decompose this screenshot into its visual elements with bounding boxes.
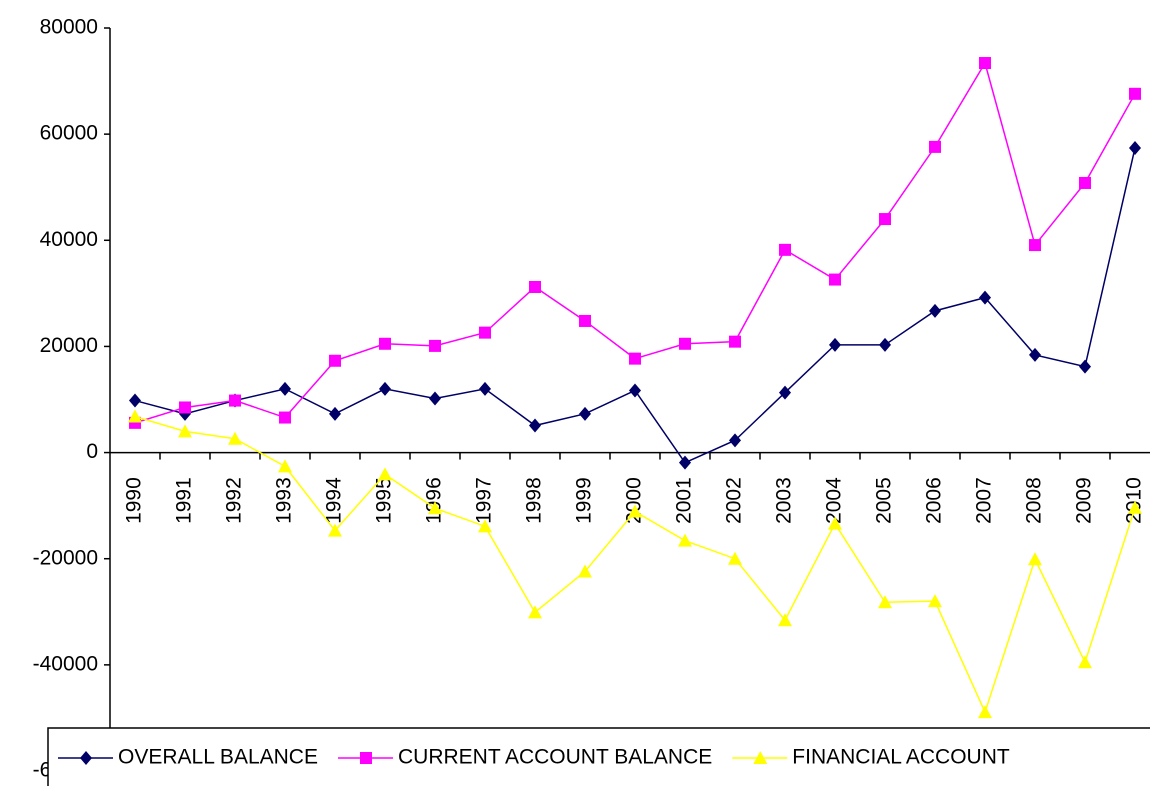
point xyxy=(278,459,292,473)
point xyxy=(779,385,791,400)
point xyxy=(979,290,991,305)
point xyxy=(828,516,842,530)
x-tick-label: 2009 xyxy=(1073,477,1096,524)
point xyxy=(1028,552,1042,566)
point xyxy=(529,418,541,433)
point xyxy=(679,337,691,350)
x-tick-label: 1996 xyxy=(423,477,446,524)
x-tick-label: 2005 xyxy=(873,477,896,524)
point xyxy=(579,406,591,421)
point xyxy=(829,273,841,286)
x-tick-label: 2004 xyxy=(823,477,846,524)
point xyxy=(429,339,441,352)
y-tick-label: 80000 xyxy=(40,16,98,39)
point xyxy=(129,393,141,408)
y-tick-label: -40000 xyxy=(33,652,98,675)
x-tick-label: 1995 xyxy=(373,477,396,524)
point xyxy=(679,455,691,470)
point xyxy=(329,354,341,367)
point xyxy=(879,337,891,352)
point xyxy=(1029,239,1041,252)
x-tick-label: 2001 xyxy=(673,477,696,524)
x-tick-label: 1994 xyxy=(323,477,346,524)
y-tick-label: 40000 xyxy=(40,228,98,251)
x-tick-label: 1998 xyxy=(523,477,546,524)
point xyxy=(753,751,768,764)
point xyxy=(379,337,391,350)
y-tick-label: 60000 xyxy=(40,122,98,145)
x-tick-label: 2000 xyxy=(623,477,646,524)
point xyxy=(879,213,891,226)
point xyxy=(429,391,441,406)
point xyxy=(929,303,941,318)
x-tick-label: 1992 xyxy=(223,477,246,524)
point xyxy=(929,140,941,153)
x-tick-label: 2003 xyxy=(773,477,796,524)
x-tick-label: 1993 xyxy=(273,477,296,524)
point xyxy=(878,595,892,609)
point xyxy=(279,381,291,396)
point xyxy=(178,424,192,438)
point xyxy=(428,501,442,515)
point xyxy=(378,467,392,481)
x-tick-label: 2010 xyxy=(1123,477,1146,524)
y-tick-label: -20000 xyxy=(33,546,98,569)
point xyxy=(978,705,992,719)
point xyxy=(729,433,741,448)
x-tick-label: 1999 xyxy=(573,477,596,524)
point xyxy=(1029,347,1041,362)
series-line xyxy=(134,61,1136,424)
point xyxy=(979,57,991,70)
point xyxy=(779,243,791,256)
point xyxy=(1129,87,1141,100)
point xyxy=(328,523,342,537)
point xyxy=(128,409,142,423)
point xyxy=(928,594,942,608)
point xyxy=(80,751,92,765)
point xyxy=(628,504,642,518)
x-tick-label: 1997 xyxy=(473,477,496,524)
legend-label: FINANCIAL ACCOUNT xyxy=(792,746,1010,769)
x-tick-label: 2002 xyxy=(723,477,746,524)
point xyxy=(578,564,592,578)
y-tick-label: 20000 xyxy=(40,334,98,357)
point xyxy=(478,519,492,533)
point xyxy=(479,381,491,396)
point xyxy=(1079,359,1091,374)
point xyxy=(778,613,792,627)
point xyxy=(229,394,241,407)
point xyxy=(579,314,591,327)
point xyxy=(1078,655,1092,669)
point xyxy=(528,605,542,619)
point xyxy=(479,326,491,339)
point xyxy=(729,335,741,348)
point xyxy=(678,533,692,547)
point xyxy=(279,411,291,424)
x-tick-label: 2006 xyxy=(923,477,946,524)
point xyxy=(1079,176,1091,189)
point xyxy=(728,551,742,565)
x-tick-label: 2008 xyxy=(1023,477,1046,524)
point xyxy=(359,752,372,764)
legend-label: CURRENT ACCOUNT BALANCE xyxy=(398,746,712,769)
legend-label: OVERALL BALANCE xyxy=(118,746,318,769)
point xyxy=(1129,140,1141,155)
point xyxy=(1128,500,1142,514)
y-tick-label: 0 xyxy=(86,440,98,463)
x-tick-label: 1991 xyxy=(173,477,196,524)
x-tick-label: 2007 xyxy=(973,477,996,524)
point xyxy=(629,383,641,398)
x-tick-label: 1990 xyxy=(123,477,146,524)
legend: OVERALL BALANCE CURRENT ACCOUNT BALANCE FI… xyxy=(47,727,1150,786)
point xyxy=(329,406,341,421)
point xyxy=(629,352,641,365)
point xyxy=(379,381,391,396)
legend-box xyxy=(47,727,1150,786)
point xyxy=(529,280,541,293)
point xyxy=(829,337,841,352)
point xyxy=(228,431,242,445)
point xyxy=(179,401,191,414)
